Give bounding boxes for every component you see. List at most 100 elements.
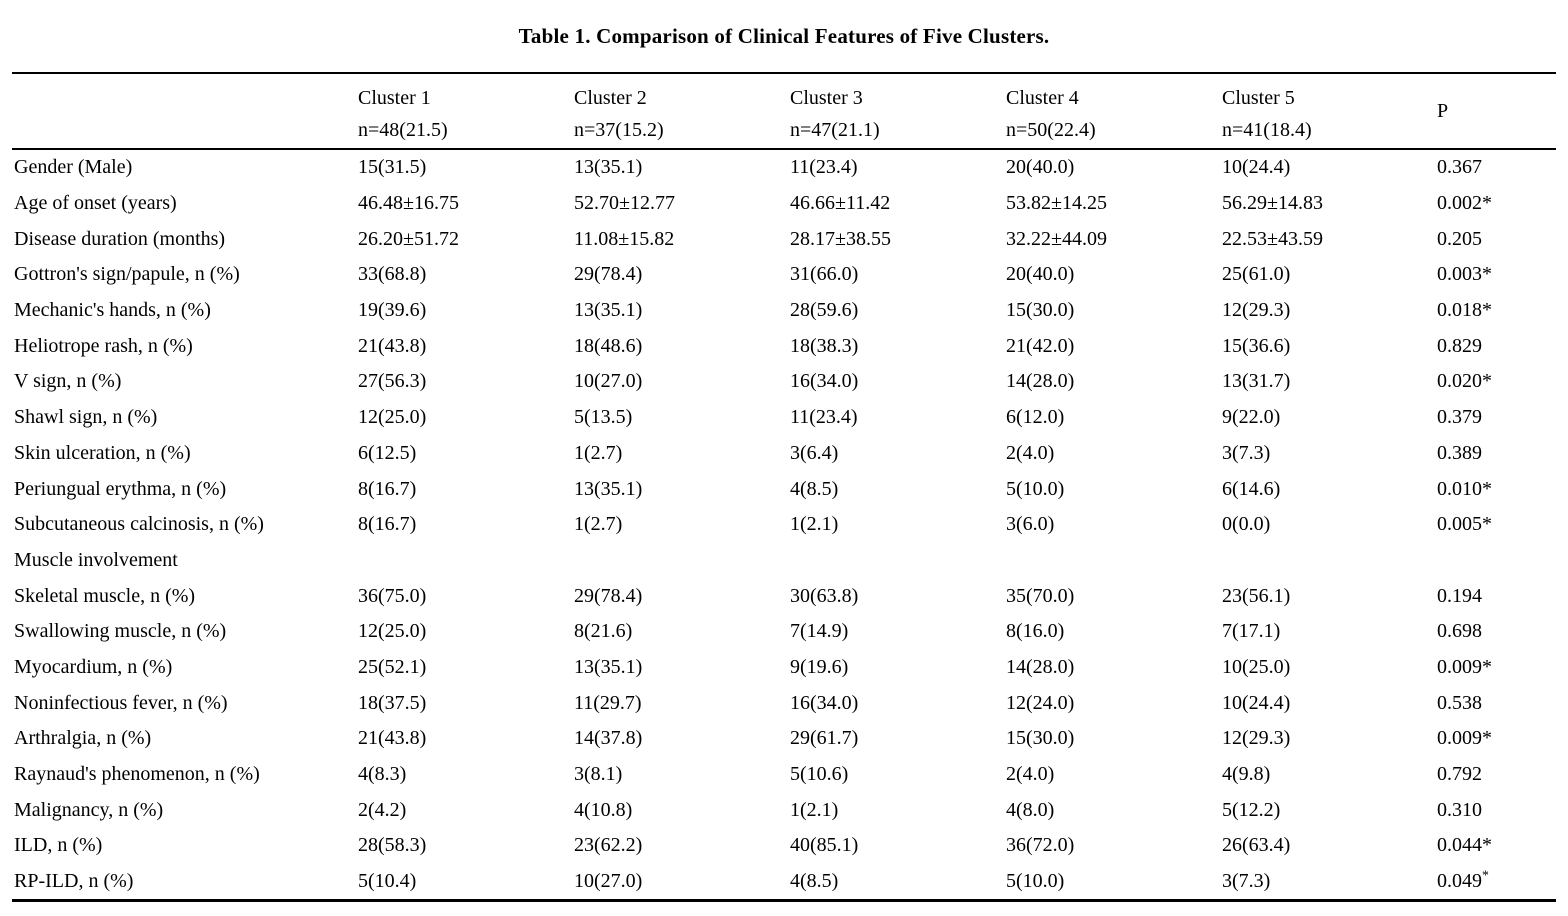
table-body: Gender (Male) 15(31.5) 13(35.1) 11(23.4) 20(… bbox=[12, 149, 1556, 901]
cell-value: 1(2.1) bbox=[790, 513, 839, 536]
table-row: Shawl sign, n (%) 12(25.0) 5(13.5) 11(23.4)… bbox=[12, 400, 1556, 436]
cell-value: 8(16.7) bbox=[358, 477, 417, 500]
cell-value: 13(35.1) bbox=[574, 477, 643, 500]
row-label: Age of onset (years) bbox=[14, 192, 177, 215]
cell-value: 12(24.0) bbox=[1006, 691, 1075, 714]
cell-value: 11.08±15.82 bbox=[574, 227, 675, 250]
cell-value: 56.29±14.83 bbox=[1222, 192, 1323, 215]
cell-value: 10(25.0) bbox=[1222, 655, 1291, 678]
cell-value: 12(29.3) bbox=[1222, 727, 1291, 750]
cell-value: 9(19.6) bbox=[790, 655, 849, 678]
row-label: Mechanic's hands, n (%) bbox=[14, 299, 211, 322]
cell-value: 1(2.1) bbox=[790, 798, 839, 821]
cell-value: 11(29.7) bbox=[574, 691, 642, 714]
row-label: Skin ulceration, n (%) bbox=[14, 441, 191, 464]
row-label: Periungual erythma, n (%) bbox=[14, 477, 227, 500]
cell-value: 5(10.6) bbox=[790, 763, 849, 786]
header-cluster-1: Cluster 1 n=48(21.5) bbox=[358, 73, 574, 150]
cell-value: 14(37.8) bbox=[574, 727, 643, 750]
table-row: V sign, n (%) 27(56.3) 10(27.0) 16(34.0) 14(… bbox=[12, 364, 1556, 400]
row-label: Skeletal muscle, n (%) bbox=[14, 584, 196, 607]
cell-value: 5(10.0) bbox=[1006, 477, 1065, 500]
row-label: RP-ILD, n (%) bbox=[14, 870, 134, 893]
cell-value: 15(36.6) bbox=[1222, 334, 1291, 357]
cell-value: 4(8.5) bbox=[790, 870, 839, 893]
cell-value: 18(48.6) bbox=[574, 334, 643, 357]
row-label: Gender (Male) bbox=[14, 156, 133, 179]
row-label: Gottron's sign/papule, n (%) bbox=[14, 263, 240, 286]
p-value: 0.020* bbox=[1437, 370, 1492, 393]
cell-value: 13(31.7) bbox=[1222, 370, 1291, 393]
cell-value: 29(61.7) bbox=[790, 727, 859, 750]
cell-value: 25(52.1) bbox=[358, 655, 427, 678]
p-value: 0.205 bbox=[1437, 227, 1482, 250]
table-title: Table 1. Comparison of Clinical Features… bbox=[518, 24, 1050, 48]
row-label: Disease duration (months) bbox=[14, 227, 226, 250]
cell-value: 21(43.8) bbox=[358, 727, 427, 750]
cell-value: 52.70±12.77 bbox=[574, 192, 675, 215]
cell-value: 4(8.3) bbox=[358, 763, 407, 786]
table-row: Gottron's sign/papule, n (%) 33(68.8) 29(7… bbox=[12, 257, 1556, 293]
cell-value: 6(14.6) bbox=[1222, 477, 1281, 500]
cluster-n: n=47(21.1) bbox=[790, 119, 880, 141]
row-label: Malignancy, n (%) bbox=[14, 798, 164, 821]
cell-value: 35(70.0) bbox=[1006, 584, 1075, 607]
cell-value: 10(27.0) bbox=[574, 370, 643, 393]
table-row: Gender (Male) 15(31.5) 13(35.1) 11(23.4) 20(… bbox=[12, 149, 1556, 186]
cell-value: 4(8.5) bbox=[790, 477, 839, 500]
cell-value: 46.66±11.42 bbox=[790, 192, 891, 215]
table-row: RP-ILD, n (%) 5(10.4) 10(27.0) 4(8.5) 5(10.0… bbox=[12, 864, 1556, 901]
cell-value: 2(4.0) bbox=[1006, 441, 1055, 464]
cell-value: 36(72.0) bbox=[1006, 834, 1075, 857]
cell-value: 5(10.4) bbox=[358, 870, 417, 893]
cell-value: 3(6.0) bbox=[1006, 513, 1055, 536]
cell-value: 22.53±43.59 bbox=[1222, 227, 1323, 250]
cell-value: 33(68.8) bbox=[358, 263, 427, 286]
cell-value: 10(24.4) bbox=[1222, 691, 1291, 714]
header-p-col: P bbox=[1437, 73, 1556, 150]
table-row: Arthralgia, n (%) 21(43.8) 14(37.8) 29(61.7… bbox=[12, 721, 1556, 757]
cell-value: 7(17.1) bbox=[1222, 620, 1281, 643]
p-value: 0.005* bbox=[1437, 513, 1492, 536]
row-label: Swallowing muscle, n (%) bbox=[14, 620, 227, 643]
p-value: 0.367 bbox=[1437, 156, 1482, 179]
header-cluster-3: Cluster 3 n=47(21.1) bbox=[790, 73, 1006, 150]
p-superscript: * bbox=[1482, 867, 1489, 883]
p-value: 0.379 bbox=[1437, 406, 1482, 429]
cell-value: 12(25.0) bbox=[358, 620, 427, 643]
p-value: 0.389 bbox=[1437, 441, 1482, 464]
cell-value: 20(40.0) bbox=[1006, 263, 1075, 286]
cell-value: 6(12.0) bbox=[1006, 406, 1065, 429]
table-row: Disease duration (months) 26.20±51.72 11.0… bbox=[12, 221, 1556, 257]
row-label: V sign, n (%) bbox=[14, 370, 122, 393]
p-value: 0.538 bbox=[1437, 691, 1482, 714]
cell-value: 5(12.2) bbox=[1222, 798, 1281, 821]
cell-value: 16(34.0) bbox=[790, 691, 859, 714]
cell-value: 28(59.6) bbox=[790, 299, 859, 322]
row-label: Arthralgia, n (%) bbox=[14, 727, 152, 750]
cell-value bbox=[358, 543, 574, 579]
cell-value: 31(66.0) bbox=[790, 263, 859, 286]
p-value bbox=[1437, 543, 1556, 579]
cluster-name: Cluster 1 bbox=[358, 87, 431, 109]
cell-value: 26(63.4) bbox=[1222, 834, 1291, 857]
cell-value: 18(38.3) bbox=[790, 334, 859, 357]
row-label: Myocardium, n (%) bbox=[14, 655, 173, 678]
header-cluster-5: Cluster 5 n=41(18.4) bbox=[1222, 73, 1437, 150]
table-row: Subcutaneous calcinosis, n (%) 8(16.7) 1(2… bbox=[12, 507, 1556, 543]
section-row: Muscle involvement bbox=[12, 543, 1556, 579]
cell-value: 29(78.4) bbox=[574, 584, 643, 607]
table-row: Heliotrope rash, n (%) 21(43.8) 18(48.6) 18… bbox=[12, 328, 1556, 364]
row-label: Raynaud's phenomenon, n (%) bbox=[14, 763, 260, 786]
header-cluster-4: Cluster 4 n=50(22.4) bbox=[1006, 73, 1222, 150]
cell-value: 26.20±51.72 bbox=[358, 227, 459, 250]
cell-value: 14(28.0) bbox=[1006, 370, 1075, 393]
table-row: ILD, n (%) 28(58.3) 23(62.2) 40(85.1) 36(72.… bbox=[12, 828, 1556, 864]
table-row: Skeletal muscle, n (%) 36(75.0) 29(78.4) 30… bbox=[12, 578, 1556, 614]
cell-value: 2(4.0) bbox=[1006, 763, 1055, 786]
cell-value: 8(21.6) bbox=[574, 620, 633, 643]
cell-value: 16(34.0) bbox=[790, 370, 859, 393]
cell-value: 3(7.3) bbox=[1222, 870, 1271, 893]
cluster-name: Cluster 5 bbox=[1222, 87, 1295, 109]
